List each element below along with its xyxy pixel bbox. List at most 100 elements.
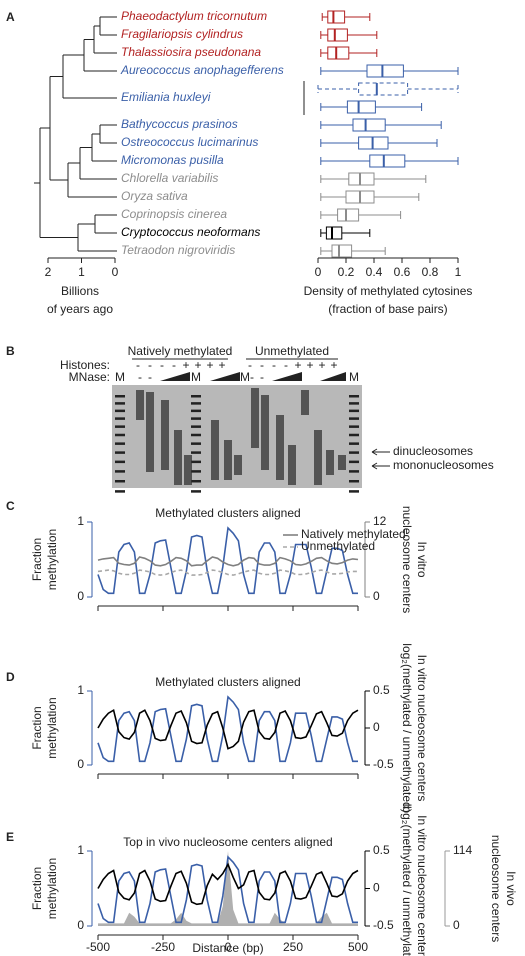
lane-smear <box>314 430 322 485</box>
box <box>348 172 375 186</box>
histone-sign: - <box>136 358 140 372</box>
x-tick-label: 0.8 <box>422 265 439 279</box>
x-axis-title: Distance (bp) <box>192 941 263 955</box>
box <box>327 28 348 42</box>
y-tick-label: 1 <box>77 514 84 528</box>
y-tick-label: 1 <box>77 683 84 697</box>
y-tick-label: 0 <box>77 757 84 771</box>
histone-sign: - <box>172 358 176 372</box>
ladder-band <box>191 442 201 445</box>
line <box>97 855 358 924</box>
species-label: Thalassiosira pseudonana <box>121 45 261 59</box>
x-tick-label: 250 <box>283 940 303 954</box>
species-label: Fragilariopsis cylindrus <box>121 27 243 41</box>
x-tick-label: 0.4 <box>366 265 383 279</box>
lane-smear <box>146 392 154 472</box>
ladder-band <box>115 417 125 420</box>
lane-smear <box>338 455 346 470</box>
ladder-band <box>349 409 359 413</box>
box <box>358 82 409 96</box>
marker-label: M <box>115 370 125 384</box>
lane-smear <box>224 440 232 480</box>
x-tick-label: 0.2 <box>338 265 355 279</box>
y-axis-title: methylation <box>45 529 59 590</box>
tree-axis-title: Billions <box>61 284 99 298</box>
y2-axis-title: In vitro nucleosome centers <box>415 815 429 956</box>
ladder-band <box>115 433 125 437</box>
x-tick-label: -250 <box>151 940 175 954</box>
gel-bands <box>115 388 359 493</box>
ladder-band <box>191 490 201 493</box>
y2-axis-title: In vitro <box>415 541 429 577</box>
ladder-band <box>115 442 125 445</box>
ladder-band <box>349 460 359 464</box>
ladder-band <box>349 433 359 437</box>
mnase-sign: - <box>260 370 264 384</box>
gel-row-label: Histones: <box>60 358 110 372</box>
lane-smear <box>184 455 192 485</box>
lane-smear <box>301 390 309 415</box>
ladder-band <box>191 425 201 428</box>
species-label: Bathycoccus prasinos <box>121 117 238 131</box>
species-label: Coprinopsis cinerea <box>121 207 227 221</box>
ladder-band <box>115 490 125 493</box>
ladder-band <box>191 451 201 454</box>
x-axis-title: (fraction of base pairs) <box>328 302 447 316</box>
histone-sign: + <box>194 358 201 372</box>
line <box>97 556 359 567</box>
lane-smear <box>234 455 242 475</box>
ladder-band <box>191 460 201 464</box>
tree-axis-title: of years ago <box>47 302 113 316</box>
marker-label: M <box>191 370 201 384</box>
ladder-band <box>349 442 359 445</box>
box <box>352 118 386 132</box>
line <box>97 695 358 763</box>
line <box>97 708 359 750</box>
legend-label: Natively methylated <box>301 527 406 541</box>
panel-label: B <box>6 344 15 358</box>
y-tick-label: 0 <box>373 720 380 734</box>
histone-sign: - <box>148 358 152 372</box>
tree-tick-label: 2 <box>45 265 52 279</box>
species-label: Chlorella variabilis <box>121 171 218 185</box>
y2-axis-title: nucleosome centers <box>400 506 414 613</box>
gel-group: Natively methylated <box>128 344 233 358</box>
species-label: Phaeodactylum tricornutum <box>121 9 267 23</box>
ladder-band <box>191 417 201 420</box>
histone-sign: - <box>248 358 252 372</box>
lane-smear <box>326 450 334 475</box>
y-tick-label: 12 <box>373 514 387 528</box>
x-tick-label: 1 <box>455 265 462 279</box>
histone-sign: - <box>160 358 164 372</box>
y-axis-title: methylation <box>45 858 59 919</box>
x-tick-label: -500 <box>86 940 110 954</box>
dendrogram <box>34 16 117 252</box>
species-label: Tetraodon nigroviridis <box>121 243 235 257</box>
x-axis-title: Density of methylated cytosines <box>304 284 473 298</box>
chart-title: Top in vivo nucleosome centers aligned <box>123 835 332 849</box>
y-axis-title: methylation <box>45 697 59 758</box>
panel-label: E <box>6 830 14 844</box>
box <box>327 10 346 24</box>
ladder-band <box>349 451 359 454</box>
lane-smear <box>211 420 219 480</box>
area <box>98 851 358 926</box>
y-tick-label: -0.5 <box>373 757 394 771</box>
y-tick-label: 114 <box>453 843 472 857</box>
panel-label: C <box>6 499 15 513</box>
histone-sign: + <box>330 358 337 372</box>
band-label: mononucleosomes <box>393 458 494 472</box>
ladder-band <box>191 409 201 413</box>
line <box>97 526 358 595</box>
y-tick-label: 0.5 <box>373 843 390 857</box>
histone-sign: + <box>318 358 325 372</box>
ladder-band <box>349 402 359 405</box>
y-tick-label: 0 <box>453 918 460 932</box>
tree-tick-label: 1 <box>78 265 85 279</box>
ladder-band <box>349 470 359 473</box>
gel-row-label: MNase: <box>69 370 110 384</box>
ladder-band <box>349 425 359 428</box>
ladder-band <box>191 433 201 437</box>
y2-axis-title: log₂(methylated / unmethylated) <box>400 643 414 812</box>
